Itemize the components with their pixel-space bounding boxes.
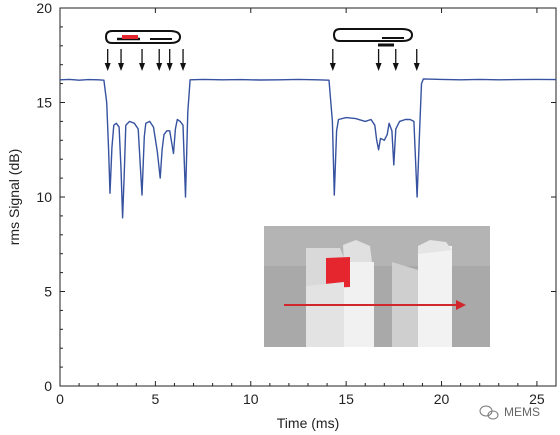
wechat-icon — [479, 405, 499, 420]
watermark: MEMS — [479, 405, 540, 420]
down-arrow-icon — [118, 49, 125, 71]
x-axis-title: Time (ms) — [277, 415, 339, 431]
down-arrow-icon — [375, 49, 382, 71]
y-tick-label: 15 — [36, 95, 52, 111]
red-arrow-head — [456, 300, 466, 310]
down-arrow-icon — [180, 49, 187, 71]
x-tick-label: 5 — [151, 391, 159, 407]
inset-photo — [264, 226, 490, 347]
x-tick-label: 10 — [243, 391, 259, 407]
x-tick-label: 15 — [338, 391, 354, 407]
y-tick-label: 0 — [44, 378, 52, 394]
down-arrow-icon — [166, 49, 173, 71]
down-arrow-icon — [329, 49, 336, 71]
y-tick-label: 5 — [44, 284, 52, 300]
x-tick-label: 0 — [56, 391, 64, 407]
y-tick-label: 10 — [36, 189, 52, 205]
capsule-schematic-left — [104, 30, 182, 44]
down-arrow-icon — [104, 49, 111, 71]
x-tick-label: 25 — [529, 391, 545, 407]
x-tick-labels: 0 5 10 15 20 25 — [56, 391, 545, 407]
down-arrow-icon — [139, 49, 146, 71]
watermark-text: MEMS — [504, 405, 540, 419]
y-tick-labels: 0 5 10 15 20 — [36, 0, 52, 394]
y-axis-title: rms Signal (dB) — [6, 149, 22, 245]
capsule-schematic-right — [332, 28, 414, 47]
down-arrow-icon — [156, 49, 163, 71]
y-tick-label: 20 — [36, 0, 52, 16]
down-arrow-icon — [392, 49, 399, 71]
x-tick-label: 20 — [434, 391, 450, 407]
event-arrows — [104, 49, 420, 71]
series-line — [59, 78, 557, 219]
red-object — [326, 257, 350, 288]
axis-ticks — [59, 7, 557, 387]
down-arrow-icon — [413, 49, 420, 71]
